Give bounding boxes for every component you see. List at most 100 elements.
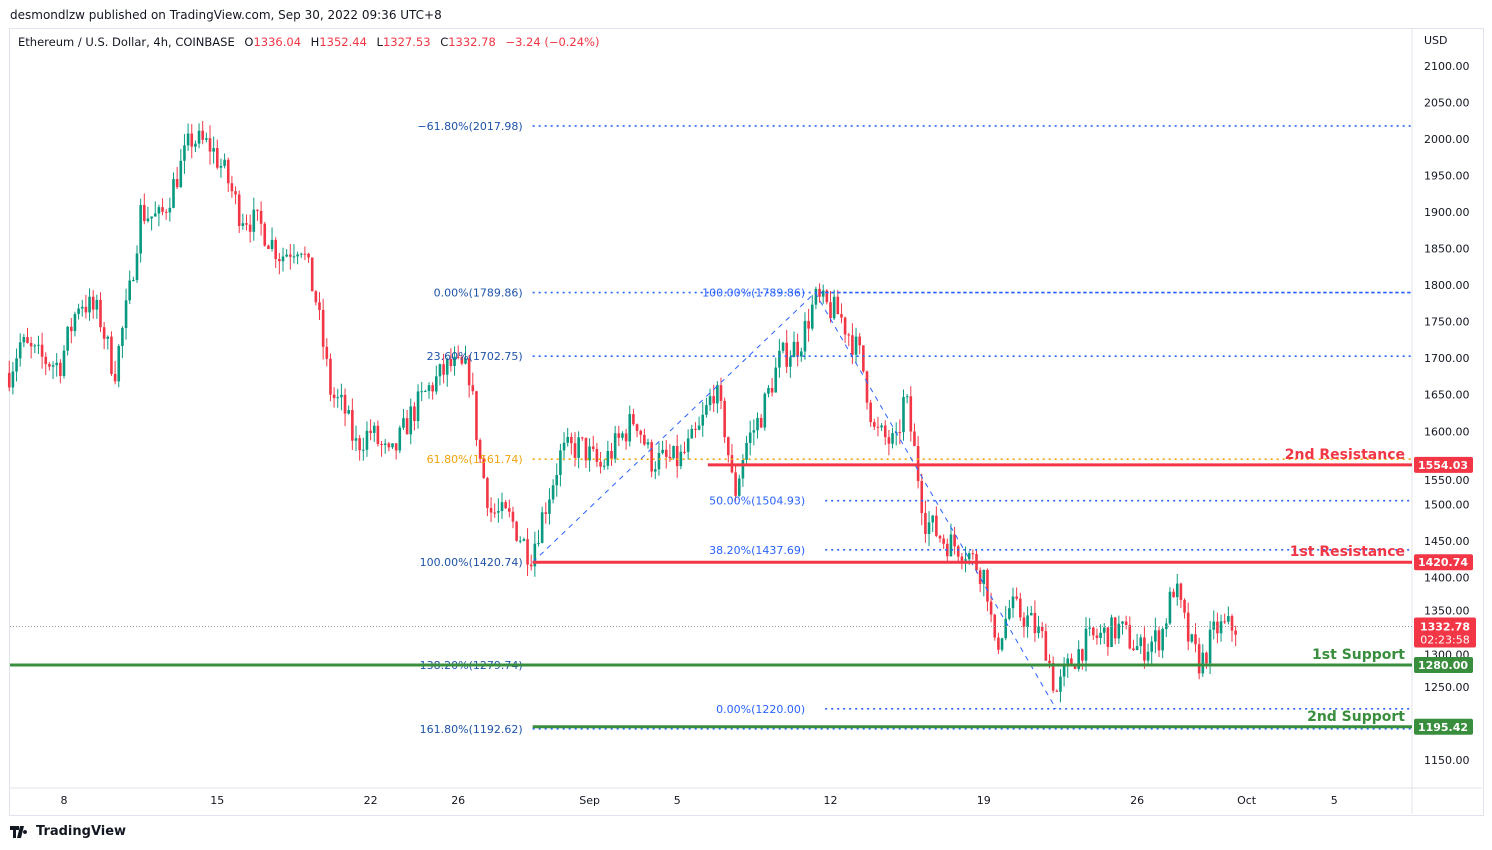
candle-up — [949, 534, 953, 557]
candle-up — [194, 143, 197, 147]
candle-up — [33, 345, 37, 347]
candle-down — [369, 430, 372, 433]
candle-up — [365, 430, 369, 450]
candle-up — [982, 569, 986, 584]
last-price-badge — [1414, 617, 1476, 648]
candle-down — [358, 438, 361, 451]
candle-up — [340, 394, 343, 398]
candle-up — [1146, 651, 1150, 661]
candle-up — [705, 405, 708, 415]
chart-frame — [9, 28, 1484, 816]
candle-down — [617, 433, 621, 438]
level-name-label: 2nd Support — [1307, 709, 1405, 725]
candle-up — [106, 336, 110, 339]
candle-up — [354, 438, 358, 441]
close-label: C — [440, 35, 449, 49]
candle-up — [621, 433, 624, 438]
candle-down — [712, 396, 715, 404]
candle-up — [522, 539, 526, 541]
candle-up — [716, 385, 719, 404]
candle-up — [745, 442, 748, 460]
candle-down — [1205, 652, 1208, 664]
candle-up — [186, 133, 190, 146]
candle-up — [1219, 621, 1223, 634]
candle-down — [526, 539, 529, 565]
level-price-badge — [1414, 554, 1473, 571]
candle-down — [29, 342, 33, 347]
price-tick: 1800.00 — [1424, 279, 1470, 292]
candle-up — [1000, 638, 1004, 650]
candle-down — [632, 414, 635, 425]
high-value: 1352.44 — [319, 35, 367, 49]
candle-down — [723, 400, 726, 438]
candle-up — [281, 256, 285, 262]
candle-up — [95, 299, 99, 310]
candle-up — [767, 387, 770, 394]
candle-up — [270, 239, 274, 249]
candle-up — [1062, 665, 1066, 677]
fib1-level-label: −61.80%(2017.98) — [417, 120, 522, 133]
candle-up — [1139, 637, 1143, 647]
candle-up — [533, 543, 537, 567]
candle-up — [500, 502, 504, 511]
candle-down — [734, 472, 737, 496]
candle-down — [978, 570, 982, 584]
candle-up — [212, 148, 215, 152]
candle-down — [467, 358, 471, 386]
candle-down — [1015, 596, 1018, 599]
candle-down — [245, 223, 248, 225]
candle-up — [205, 138, 208, 140]
candle-down — [515, 521, 518, 541]
candle-up — [1161, 628, 1164, 651]
candle-up — [37, 344, 40, 346]
candle-up — [420, 391, 423, 393]
candle-up — [132, 279, 135, 281]
price-tick: 1750.00 — [1424, 316, 1470, 329]
publish-info: desmondlzw published on TradingView.com,… — [10, 8, 442, 22]
candle-down — [1197, 644, 1201, 674]
symbol-legend: Ethereum / U.S. Dollar, 4h, COINBASE O13… — [18, 35, 599, 49]
candle-up — [179, 160, 183, 188]
candle-up — [555, 474, 559, 486]
candle-up — [701, 414, 705, 426]
level-price-label: 1280.00 — [1418, 659, 1468, 672]
price-tick: 1850.00 — [1424, 243, 1470, 256]
candle-down — [851, 335, 854, 355]
candle-down — [351, 410, 354, 441]
candle-down — [624, 433, 628, 442]
candle-down — [343, 394, 347, 414]
candle-up — [464, 358, 467, 364]
candle-down — [935, 515, 938, 536]
level-name-label: 1st Support — [1312, 647, 1405, 663]
candle-up — [453, 356, 456, 367]
candle-up — [55, 362, 58, 366]
candle-down — [99, 299, 102, 328]
candle-up — [150, 216, 153, 219]
candle-down — [478, 440, 482, 459]
time-tick: Sep — [579, 794, 600, 807]
open-label: O — [244, 35, 254, 49]
candle-down — [599, 461, 602, 467]
candle-up — [1029, 612, 1033, 616]
candle-down — [1048, 660, 1051, 664]
candle-up — [391, 443, 394, 448]
candle-down — [113, 374, 117, 382]
candle-up — [88, 296, 91, 313]
logo-text: TradingView — [36, 824, 127, 839]
candle-up — [128, 280, 131, 301]
time-tick: 5 — [1331, 794, 1338, 807]
candle-up — [548, 499, 551, 514]
candle-down — [869, 402, 872, 423]
candle-up — [139, 205, 142, 254]
candle-down — [310, 257, 314, 292]
price-tick: 2050.00 — [1424, 97, 1470, 110]
candle-up — [157, 207, 161, 214]
candle-down — [1124, 621, 1128, 625]
candle-down — [321, 309, 325, 347]
candle-down — [920, 481, 924, 514]
candle-down — [1051, 663, 1055, 691]
candle-down — [471, 385, 475, 392]
candle-down — [475, 391, 478, 441]
candle-up — [752, 430, 756, 433]
